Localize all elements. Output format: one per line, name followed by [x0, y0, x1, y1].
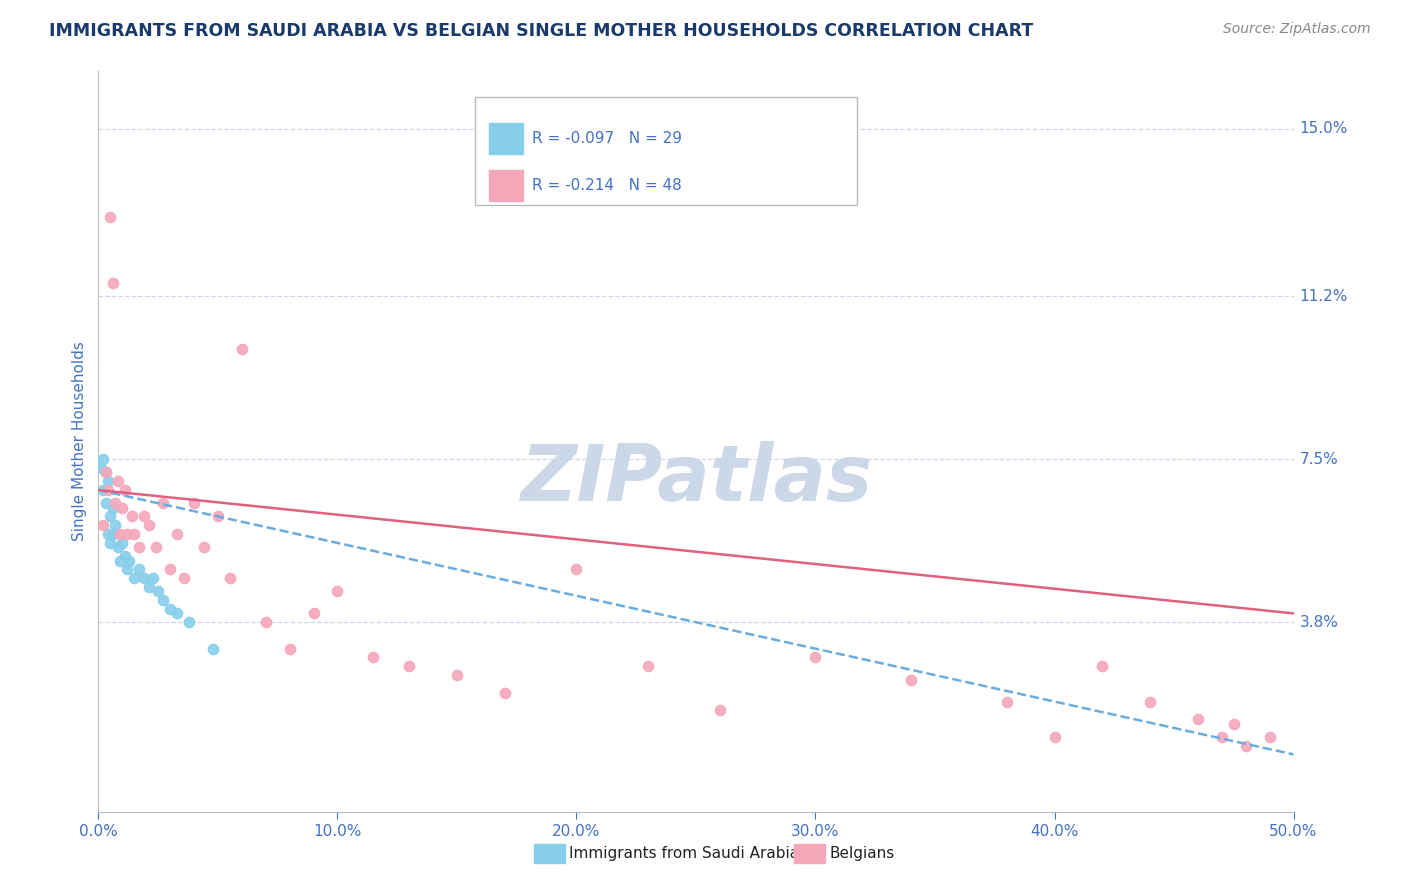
- Point: [202, 641, 225, 656]
- Point: [302, 607, 325, 621]
- Point: [124, 571, 146, 585]
- Point: [94, 466, 117, 480]
- Point: [183, 496, 205, 510]
- Point: [1211, 730, 1233, 744]
- Bar: [489, 122, 523, 153]
- Point: [97, 483, 120, 497]
- Point: [207, 509, 229, 524]
- Point: [101, 500, 124, 515]
- Text: 7.5%: 7.5%: [1299, 451, 1339, 467]
- Point: [398, 659, 420, 673]
- Point: [1091, 659, 1114, 673]
- Point: [111, 500, 134, 515]
- Point: [278, 641, 301, 656]
- Point: [995, 694, 1018, 708]
- Point: [138, 580, 160, 594]
- Point: [114, 549, 136, 563]
- Point: [1187, 712, 1209, 726]
- Text: R = -0.097   N = 29: R = -0.097 N = 29: [533, 130, 682, 145]
- Point: [219, 571, 242, 585]
- Point: [107, 541, 129, 555]
- Point: [152, 496, 174, 510]
- Point: [124, 527, 146, 541]
- Point: [179, 615, 201, 630]
- Point: [90, 461, 112, 475]
- Point: [900, 673, 922, 687]
- Point: [108, 527, 131, 541]
- Point: [132, 509, 155, 524]
- Point: [91, 518, 114, 533]
- Point: [97, 527, 120, 541]
- Point: [104, 518, 127, 533]
- Point: [1139, 694, 1161, 708]
- Text: R = -0.214   N = 48: R = -0.214 N = 48: [533, 178, 682, 193]
- Text: 11.2%: 11.2%: [1299, 289, 1348, 303]
- Point: [98, 509, 122, 524]
- Bar: [489, 169, 523, 201]
- Text: Source: ZipAtlas.com: Source: ZipAtlas.com: [1223, 22, 1371, 37]
- Point: [1223, 716, 1246, 731]
- Point: [145, 541, 167, 555]
- Point: [108, 553, 131, 567]
- Text: Immigrants from Saudi Arabia: Immigrants from Saudi Arabia: [569, 847, 800, 861]
- Text: Belgians: Belgians: [830, 847, 894, 861]
- Point: [1258, 730, 1281, 744]
- Point: [101, 527, 124, 541]
- Y-axis label: Single Mother Households: Single Mother Households: [72, 342, 87, 541]
- Point: [121, 509, 143, 524]
- Point: [132, 571, 155, 585]
- Point: [142, 571, 165, 585]
- Point: [446, 668, 468, 682]
- Point: [193, 541, 215, 555]
- Point: [91, 452, 114, 467]
- Point: [115, 562, 138, 576]
- Text: ZIPatlas: ZIPatlas: [520, 441, 872, 516]
- Point: [94, 496, 117, 510]
- Point: [138, 518, 160, 533]
- Point: [104, 496, 127, 510]
- Point: [709, 703, 731, 717]
- Point: [363, 650, 385, 665]
- Point: [152, 593, 174, 607]
- Point: [231, 342, 253, 356]
- Point: [565, 562, 588, 576]
- Point: [494, 686, 516, 700]
- Point: [128, 562, 150, 576]
- Text: 3.8%: 3.8%: [1299, 615, 1339, 630]
- Point: [637, 659, 659, 673]
- Point: [114, 483, 136, 497]
- Point: [101, 276, 124, 290]
- Point: [166, 527, 188, 541]
- Point: [254, 615, 277, 630]
- Point: [326, 584, 349, 599]
- Point: [107, 474, 129, 488]
- Point: [173, 571, 195, 585]
- Point: [166, 607, 188, 621]
- Point: [91, 483, 114, 497]
- Point: [94, 466, 117, 480]
- Point: [118, 553, 141, 567]
- Point: [115, 527, 138, 541]
- Point: [148, 584, 170, 599]
- Point: [804, 650, 827, 665]
- Text: IMMIGRANTS FROM SAUDI ARABIA VS BELGIAN SINGLE MOTHER HOUSEHOLDS CORRELATION CHA: IMMIGRANTS FROM SAUDI ARABIA VS BELGIAN …: [49, 22, 1033, 40]
- Bar: [475, 97, 858, 204]
- Point: [98, 536, 122, 550]
- Point: [128, 541, 150, 555]
- Point: [97, 474, 120, 488]
- Point: [98, 210, 122, 224]
- Point: [159, 562, 181, 576]
- Point: [111, 536, 134, 550]
- Point: [1234, 739, 1257, 753]
- Text: 15.0%: 15.0%: [1299, 121, 1348, 136]
- Point: [159, 602, 181, 616]
- Point: [1043, 730, 1066, 744]
